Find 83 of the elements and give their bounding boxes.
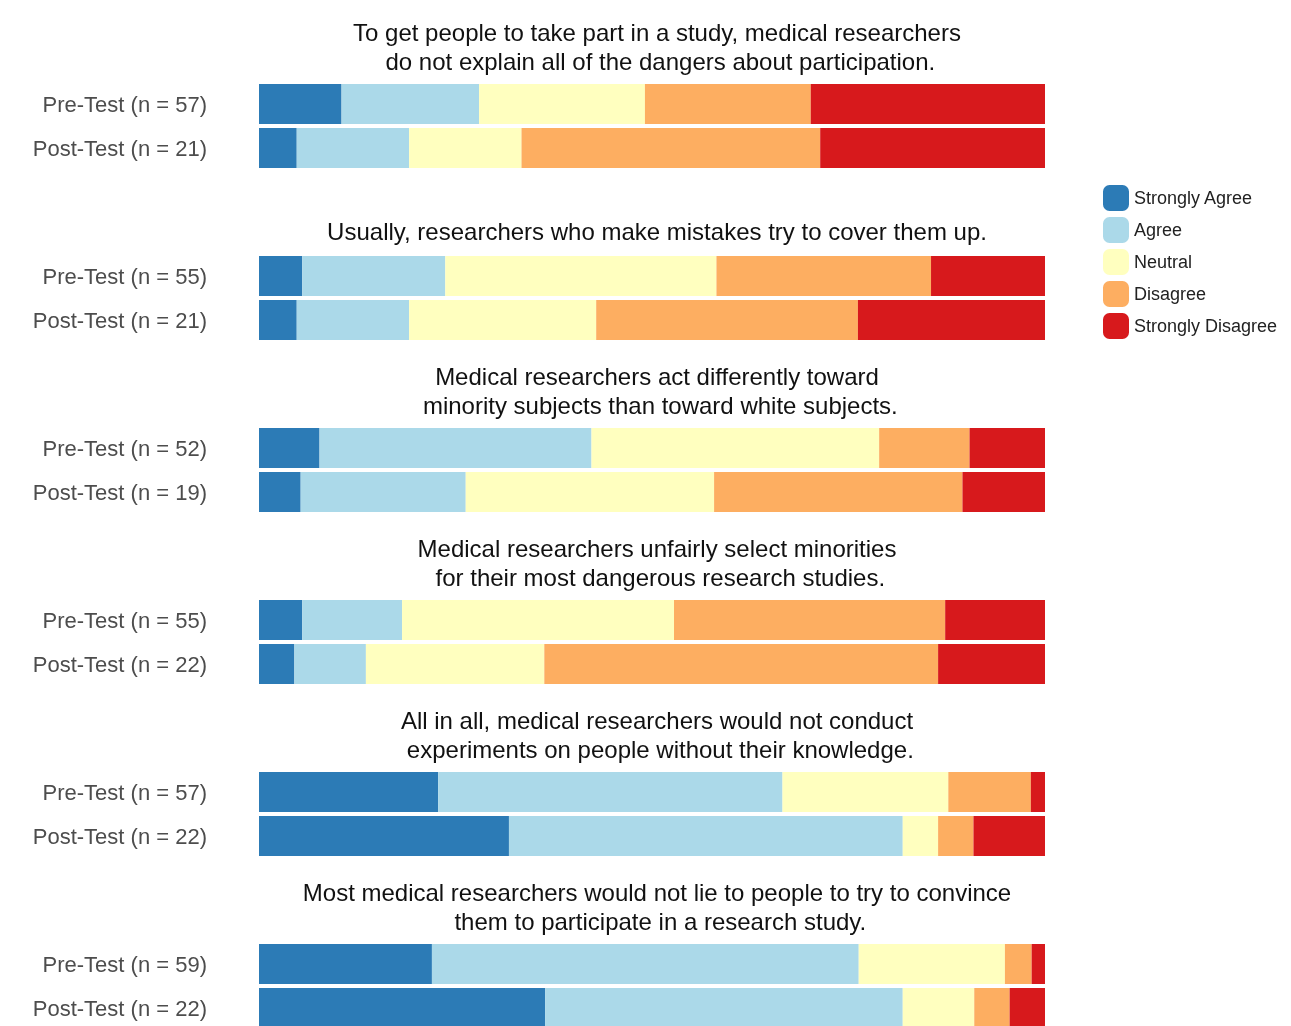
bar (296, 300, 410, 340)
bar (259, 772, 439, 812)
chart-title: Usually, researchers who make mistakes try to cover them up. (327, 218, 987, 245)
chart-title: Medical researchers act differently toward minority subjects than toward white subjects. (416, 363, 898, 419)
bar (259, 472, 301, 512)
bar (948, 772, 1031, 812)
bar (945, 600, 1045, 640)
legend-label: Disagree (1134, 284, 1207, 304)
bar (259, 128, 297, 168)
y-tick-label: Pre-Test (n = 57) (42, 91, 207, 117)
bar (259, 600, 303, 640)
bar (300, 472, 466, 512)
bar (409, 300, 597, 340)
bar (259, 944, 432, 984)
legend-label: Neutral (1134, 252, 1193, 272)
chart-title: Most medical researchers would not lie to people to try to convince them to participate in a research study. (302, 879, 1012, 935)
bar (259, 256, 303, 296)
bar (259, 300, 297, 340)
bar (902, 988, 975, 1026)
legend-label: Strongly Agree (1134, 188, 1253, 208)
bar (544, 644, 939, 684)
bar (409, 128, 522, 168)
bar (1031, 944, 1045, 984)
bar (296, 128, 410, 168)
bar (820, 128, 1045, 168)
bar (810, 84, 1045, 124)
bar (782, 772, 949, 812)
bar (969, 428, 1045, 468)
bar (938, 644, 1045, 684)
bar (974, 988, 1010, 1026)
chart-title: To get people to take part in a study, medical researchers do not explain all of the dangers about participation. (353, 19, 961, 75)
bar (259, 84, 342, 124)
y-tick-label: Post-Test (n = 22) (32, 651, 207, 677)
bar (938, 816, 974, 856)
chart-title: Medical researchers unfairly select minorities for their most dangerous research studies. (417, 535, 897, 591)
y-tick-label: Post-Test (n = 22) (32, 995, 207, 1021)
bar (596, 300, 858, 340)
bar (341, 84, 480, 124)
bar (402, 600, 675, 640)
chart-title: All in all, medical researchers would not conduct experiments on people without their knowledge. (400, 707, 914, 763)
bar (1009, 988, 1045, 1026)
bar (479, 84, 645, 124)
bar (302, 600, 403, 640)
legend-label: Strongly Disagree (1134, 316, 1278, 336)
bar (714, 472, 963, 512)
bar (962, 472, 1045, 512)
bar (591, 428, 880, 468)
bar (674, 600, 946, 640)
bar (319, 428, 592, 468)
bar (545, 988, 903, 1026)
bar (644, 84, 811, 124)
y-tick-label: Post-Test (n = 21) (32, 135, 207, 161)
bar (879, 428, 970, 468)
y-tick-label: Pre-Test (n = 55) (42, 263, 207, 289)
y-tick-label: Post-Test (n = 22) (32, 823, 207, 849)
bar (259, 428, 320, 468)
bar (365, 644, 545, 684)
y-tick-label: Pre-Test (n = 55) (42, 607, 207, 633)
bar (445, 256, 717, 296)
bar (438, 772, 783, 812)
bar (716, 256, 932, 296)
bar (931, 256, 1045, 296)
bar (431, 944, 859, 984)
bar (259, 816, 509, 856)
y-tick-label: Pre-Test (n = 52) (42, 435, 207, 461)
legend-label: Agree (1134, 220, 1183, 240)
bar (259, 644, 295, 684)
y-tick-label: Pre-Test (n = 57) (42, 779, 207, 805)
bar (1030, 772, 1045, 812)
bar (973, 816, 1045, 856)
bar (294, 644, 366, 684)
bar (259, 988, 546, 1026)
y-tick-label: Post-Test (n = 21) (32, 307, 207, 333)
bar (465, 472, 715, 512)
bar (302, 256, 446, 296)
y-tick-label: Pre-Test (n = 59) (42, 951, 207, 977)
bar (858, 944, 1005, 984)
y-tick-label: Post-Test (n = 19) (32, 479, 207, 505)
bar (1004, 944, 1032, 984)
bar (521, 128, 821, 168)
bar (857, 300, 1045, 340)
bar (508, 816, 903, 856)
bar (902, 816, 939, 856)
